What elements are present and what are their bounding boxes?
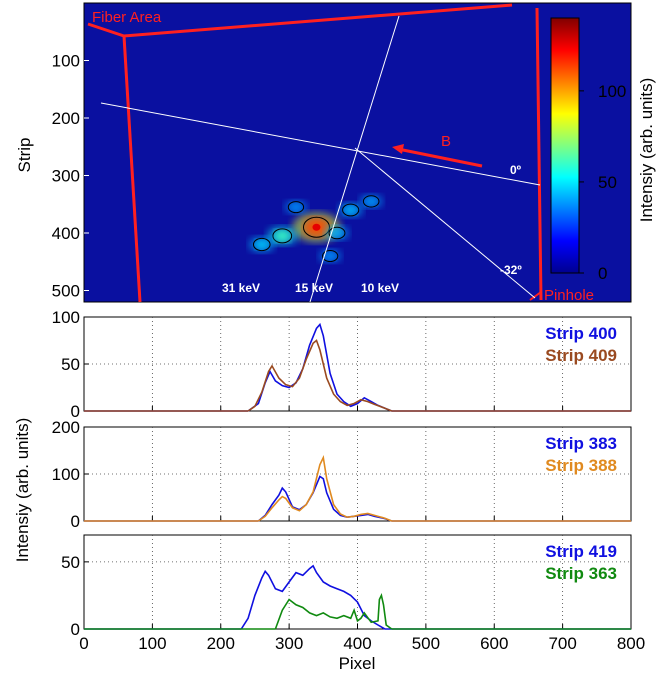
y-tick-label: 50 [61, 355, 80, 374]
panel-frame [83, 316, 632, 412]
heatmap-panel: Fiber Area Pinhole B 0º -32º 31 keV 15 k… [15, 2, 656, 304]
pinhole-arrow [529, 291, 542, 301]
line-panel-2: 0 100 200 Strip 383 Strip 388 [52, 418, 632, 531]
line-panel-1: 0 50 100 Strip 400 Strip 409 [52, 308, 632, 421]
y-tick-label: 50 [61, 553, 80, 572]
y-tick-label: 100 [52, 308, 80, 327]
x-tick-label: 100 [138, 634, 166, 653]
colorbar-tick-label: 0 [598, 264, 607, 283]
heatmap-frame [83, 2, 632, 303]
energy-10kev-label: 10 keV [361, 281, 399, 295]
legend-entry: Strip 400 [545, 324, 617, 343]
x-tick-label: 700 [548, 634, 576, 653]
heatmap-spot [292, 212, 341, 243]
fiber-area-label: Fiber Area [92, 9, 162, 26]
heatmap-spots [248, 194, 383, 263]
heatmap-contour [287, 201, 305, 214]
colorbar [550, 17, 580, 274]
panel-frame [83, 534, 632, 630]
guide-line-minus32 [354, 147, 536, 299]
heatmap-spot [359, 194, 383, 209]
line-panel-3: 0 50 Strip 419 Strip 363 0 100 200 300 400 500 600… [61, 534, 645, 653]
fiber-area-outline-left [122, 35, 142, 303]
heatmap-contour [272, 228, 293, 244]
heatmap-spot [338, 202, 364, 218]
x-tick-label: 400 [343, 634, 371, 653]
x-tick-label: 300 [275, 634, 303, 653]
legend-entry: Strip 383 [545, 434, 617, 453]
x-tick-label: 800 [617, 634, 645, 653]
colorbar-ticks: 0 50 100 [579, 82, 626, 283]
heatmap-contour [362, 195, 380, 208]
legend-entry: Strip 419 [545, 542, 617, 561]
heatmap-contour [342, 203, 360, 217]
heatmap-background [84, 3, 631, 302]
heatmap-spot [318, 249, 342, 263]
legend-entry: Strip 388 [545, 456, 617, 475]
heatmap-spot [248, 236, 275, 253]
energy-31kev-label: 31 keV [222, 281, 260, 295]
legend-entry: Strip 363 [545, 564, 617, 583]
y-axis-label: Intensiy (arb. units) [13, 418, 32, 563]
heatmap-y-tick-label: 400 [52, 224, 80, 243]
series-line [84, 592, 631, 630]
heatmap-y-tick-label: 500 [52, 282, 80, 301]
x-tick-label: 0 [79, 634, 88, 653]
energy-15kev-label: 15 keV [295, 281, 333, 295]
legend-entry: Strip 409 [545, 346, 617, 365]
heatmap-y-label: Strip [15, 138, 34, 173]
heatmap-spot [324, 225, 350, 241]
x-tick-label: 600 [480, 634, 508, 653]
heatmap-y-tick-label: 300 [52, 167, 80, 186]
series-line [84, 339, 631, 412]
y-tick-label: 200 [52, 418, 80, 437]
heatmap-contour [252, 237, 271, 252]
heatmap-peak [312, 223, 321, 231]
x-axis-label: Pixel [339, 654, 376, 673]
beam-label: B [441, 133, 451, 150]
x-tick-label: 500 [412, 634, 440, 653]
colorbar-label: Intensiy (arb. units) [637, 78, 656, 223]
beam-arrow [397, 147, 483, 168]
heatmap-spot [266, 226, 298, 246]
pinhole-line [535, 7, 543, 301]
heatmap-contour [322, 249, 339, 263]
heatmap-y-tick-label: 200 [52, 109, 80, 128]
angle-minus32-label: -32º [500, 263, 522, 277]
colorbar-tick-label: 100 [598, 82, 626, 101]
heatmap-y-tick-label: 100 [52, 52, 80, 71]
guide-line-vertical [309, 15, 400, 303]
x-tick-label: 200 [207, 634, 235, 653]
beam-arrow-head [392, 144, 404, 154]
pinhole-label: Pinhole [544, 287, 594, 304]
y-tick-label: 0 [71, 620, 80, 639]
guide-line-0deg [100, 102, 541, 186]
y-tick-label: 0 [71, 402, 80, 421]
y-tick-label: 0 [71, 512, 80, 531]
series-line [84, 454, 631, 522]
angle-0-label: 0º [510, 163, 522, 177]
panel-frame [83, 426, 632, 522]
y-tick-label: 100 [52, 465, 80, 484]
heatmap-y-ticks: 100 200 300 400 500 [52, 52, 89, 301]
heatmap-spot [284, 200, 308, 215]
colorbar-tick-label: 50 [598, 173, 617, 192]
heatmap-contour [328, 226, 346, 240]
